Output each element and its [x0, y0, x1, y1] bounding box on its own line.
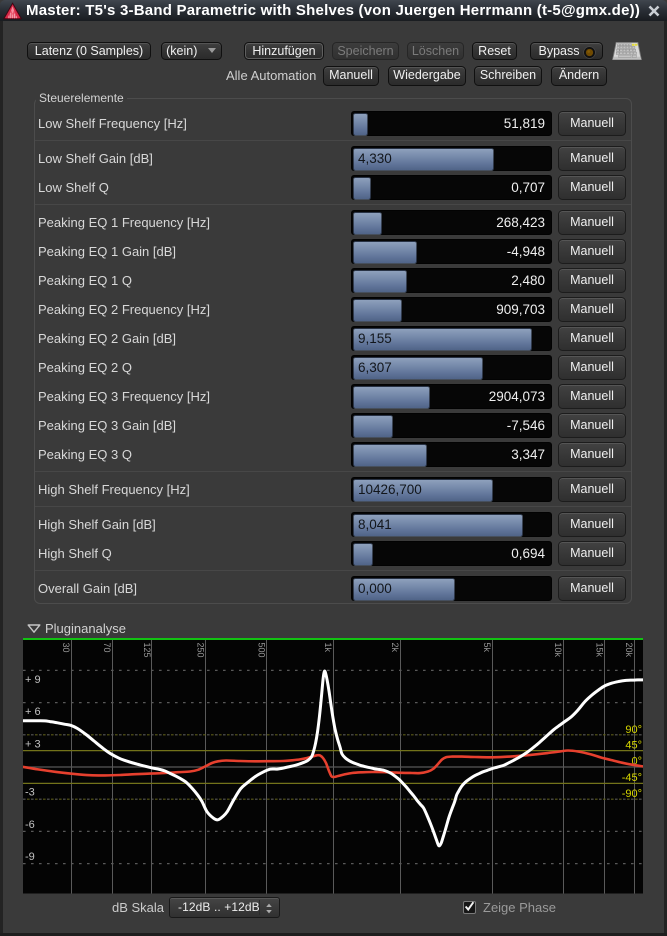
svg-text:0°: 0°: [631, 756, 642, 768]
svg-text:+ 9: + 9: [25, 674, 41, 686]
svg-text:70: 70: [102, 643, 112, 653]
svg-text:+ 6: + 6: [25, 706, 41, 718]
svg-text:500: 500: [257, 643, 267, 658]
svg-text:-6: -6: [25, 819, 35, 831]
svg-text:45°: 45°: [625, 740, 642, 752]
svg-text:20k: 20k: [624, 643, 634, 658]
svg-text:1k: 1k: [323, 643, 333, 653]
svg-text:-90°: -90°: [622, 788, 642, 800]
svg-text:-45°: -45°: [622, 772, 642, 784]
svg-text:-3: -3: [25, 787, 35, 799]
svg-text:90°: 90°: [625, 724, 642, 736]
svg-text:5k: 5k: [482, 643, 492, 653]
svg-text:30: 30: [61, 643, 71, 653]
svg-text:10k: 10k: [553, 643, 563, 658]
svg-text:-9: -9: [25, 851, 35, 863]
svg-text:250: 250: [196, 643, 206, 658]
svg-text:15k: 15k: [595, 643, 605, 658]
svg-text:+ 3: + 3: [25, 738, 41, 750]
svg-text:125: 125: [142, 643, 152, 658]
svg-text:2k: 2k: [390, 643, 400, 653]
